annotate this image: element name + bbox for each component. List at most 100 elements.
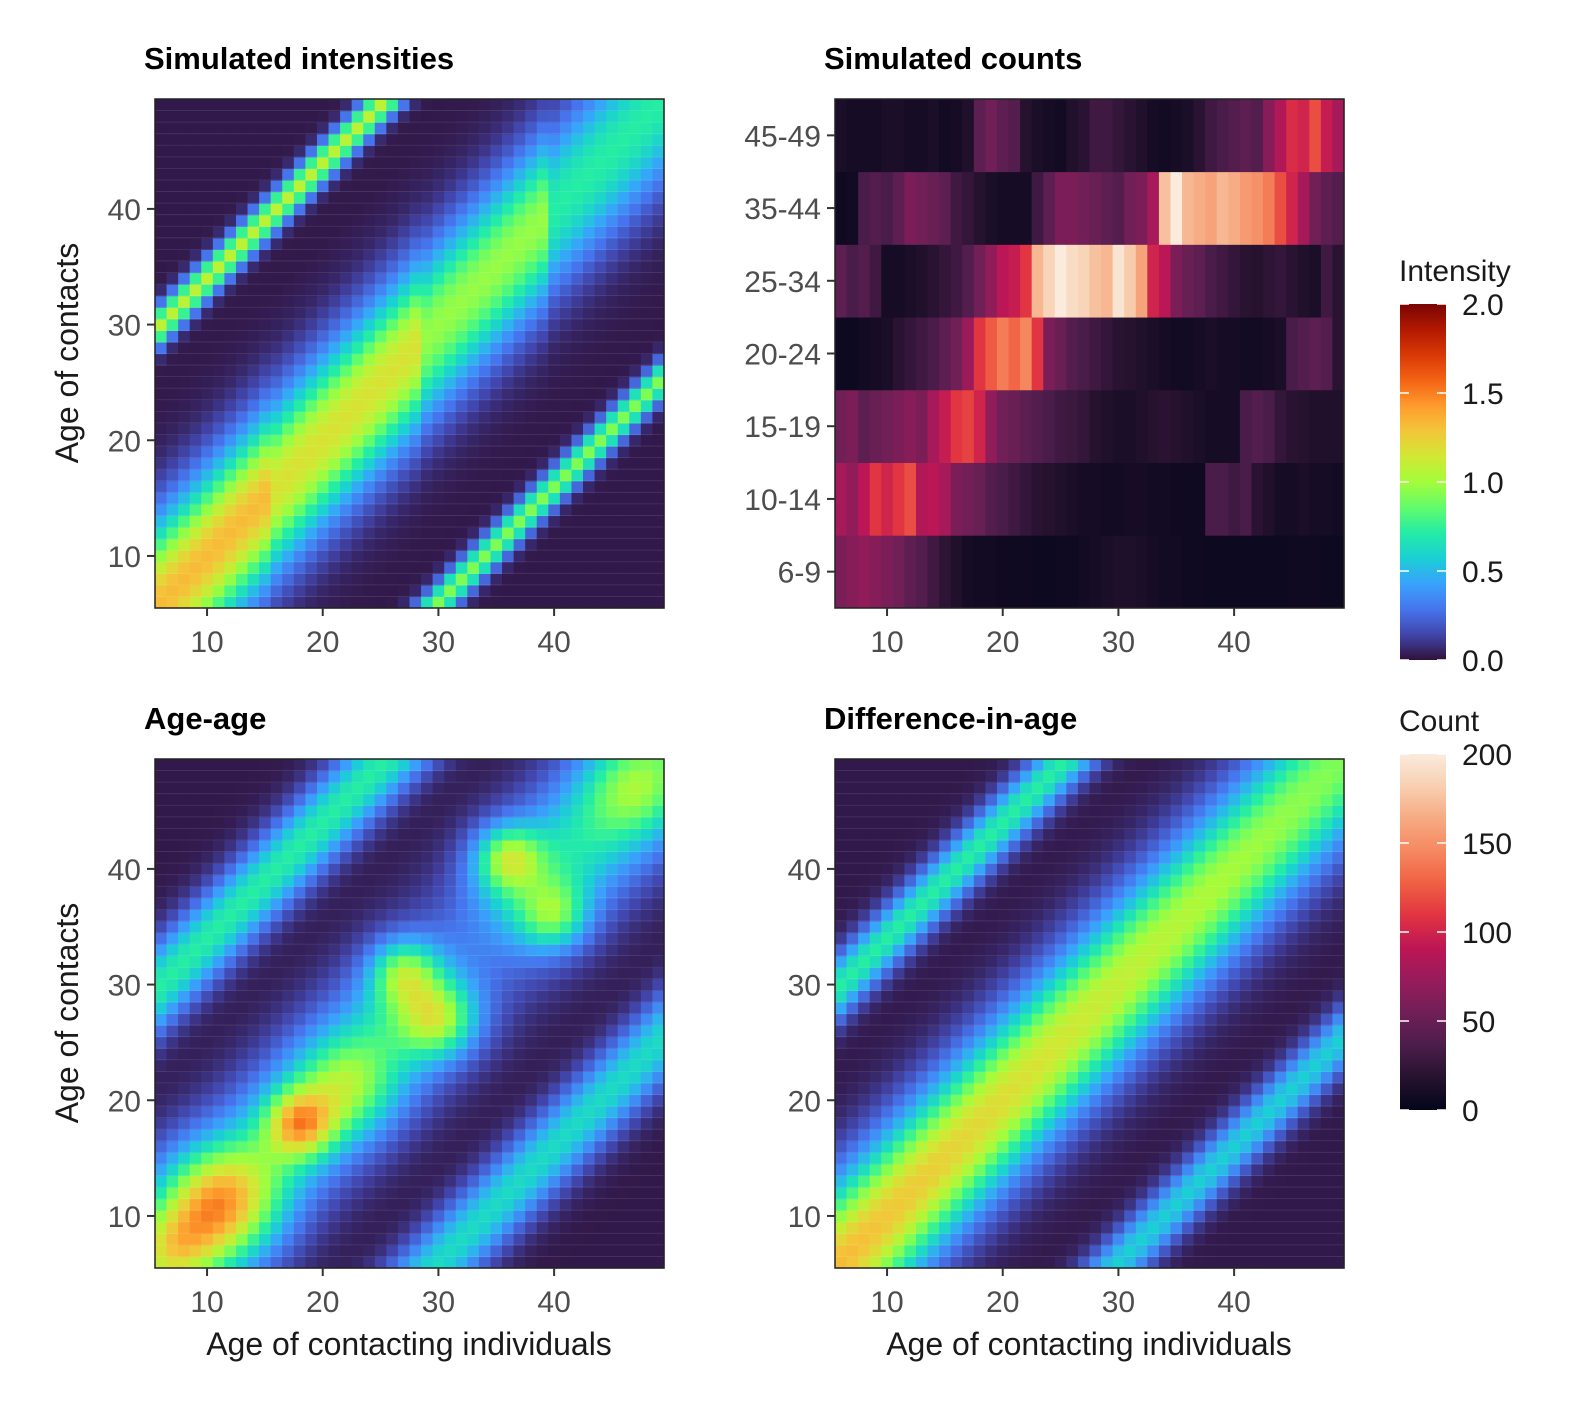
- heatmap-cell: [629, 515, 641, 527]
- heatmap-cell: [951, 1002, 963, 1014]
- heatmap-cell: [317, 596, 329, 608]
- heatmap-cell: [433, 828, 445, 840]
- heatmap-cell: [502, 145, 514, 157]
- heatmap-cell: [881, 1048, 893, 1060]
- heatmap-cell: [571, 388, 583, 400]
- heatmap-cell: [618, 261, 630, 273]
- heatmap-cell: [479, 898, 491, 910]
- heatmap-cell: [259, 481, 271, 493]
- heatmap-cell: [629, 249, 641, 261]
- heatmap-cell: [155, 1014, 167, 1026]
- heatmap-cell: [236, 759, 248, 771]
- heatmap-cell: [490, 423, 502, 435]
- heatmap-cell: [985, 944, 997, 956]
- heatmap-cell: [1170, 172, 1182, 245]
- heatmap-cell: [618, 203, 630, 215]
- heatmap-cell: [398, 492, 410, 504]
- heatmap-cell: [329, 388, 341, 400]
- heatmap-cell: [444, 145, 456, 157]
- heatmap-cell: [329, 805, 341, 817]
- heatmap-cell: [201, 909, 213, 921]
- heatmap-cell: [213, 852, 225, 864]
- heatmap-cell: [641, 134, 653, 146]
- heatmap-cell: [548, 226, 560, 238]
- heatmap-cell: [606, 944, 618, 956]
- heatmap-cell: [974, 1164, 986, 1176]
- heatmap-cell: [1309, 99, 1321, 172]
- heatmap-cell: [525, 469, 537, 481]
- heatmap-cell: [352, 1083, 364, 1095]
- heatmap-cell: [490, 1245, 502, 1257]
- heatmap-cell: [282, 794, 294, 806]
- heatmap-cell: [1043, 390, 1055, 463]
- heatmap-cell: [467, 273, 479, 285]
- heatmap-cell: [178, 215, 190, 227]
- heatmap-cell: [398, 1210, 410, 1222]
- heatmap-cell: [248, 388, 260, 400]
- heatmap-cell: [386, 596, 398, 608]
- heatmap-cell: [248, 145, 260, 157]
- heatmap-cell: [329, 585, 341, 597]
- heatmap-cell: [847, 1002, 859, 1014]
- heatmap-cell: [178, 990, 190, 1002]
- heatmap-cell: [352, 365, 364, 377]
- heatmap-cell: [259, 284, 271, 296]
- heatmap-cell: [974, 944, 986, 956]
- heatmap-cell: [514, 388, 526, 400]
- heatmap-cell: [329, 226, 341, 238]
- heatmap-cell: [916, 759, 928, 771]
- heatmap-cell: [629, 1037, 641, 1049]
- heatmap-cell: [1124, 317, 1136, 390]
- heatmap-cell: [904, 535, 916, 608]
- heatmap-cell: [467, 527, 479, 539]
- heatmap-cell: [1159, 390, 1171, 463]
- heatmap-cell: [236, 1175, 248, 1187]
- heatmap-cell: [329, 1256, 341, 1268]
- heatmap-cell: [410, 168, 422, 180]
- heatmap-cell: [352, 1256, 364, 1268]
- heatmap-cell: [456, 990, 468, 1002]
- heatmap-cell: [606, 990, 618, 1002]
- heatmap-cell: [525, 759, 537, 771]
- heatmap-cell: [881, 771, 893, 783]
- heatmap-cell: [893, 1141, 905, 1153]
- heatmap-cell: [479, 180, 491, 192]
- heatmap-cell: [190, 782, 202, 794]
- heatmap-cell: [305, 168, 317, 180]
- heatmap-cell: [340, 458, 352, 470]
- heatmap-cell: [652, 1210, 664, 1222]
- heatmap-cell: [641, 249, 653, 261]
- heatmap-cell: [259, 759, 271, 771]
- heatmap-cell: [410, 481, 422, 493]
- heatmap-cell: [479, 1094, 491, 1106]
- heatmap-cell: [1286, 99, 1298, 172]
- heatmap-cell: [167, 319, 179, 331]
- heatmap-cell: [271, 805, 283, 817]
- heatmap-cell: [641, 805, 653, 817]
- heatmap-cell: [893, 840, 905, 852]
- heatmap-cell: [606, 134, 618, 146]
- heatmap-cell: [525, 111, 537, 123]
- heatmap-cell: [618, 1164, 630, 1176]
- heatmap-cell: [167, 492, 179, 504]
- heatmap-cell: [410, 354, 422, 366]
- heatmap-cell: [939, 1233, 951, 1245]
- heatmap-cell: [1263, 463, 1275, 536]
- heatmap-cell: [259, 388, 271, 400]
- heatmap-cell: [236, 1106, 248, 1118]
- heatmap-cell: [190, 249, 202, 261]
- heatmap-cell: [893, 1002, 905, 1014]
- heatmap-cell: [835, 317, 847, 390]
- heatmap-cell: [652, 249, 664, 261]
- heatmap-cell: [560, 863, 572, 875]
- heatmap-cell: [537, 1187, 549, 1199]
- heatmap-cell: [606, 342, 618, 354]
- heatmap-cell: [329, 238, 341, 250]
- heatmap-cell: [433, 863, 445, 875]
- heatmap-cell: [870, 863, 882, 875]
- heatmap-cell: [410, 1129, 422, 1141]
- heatmap-cell: [1020, 99, 1032, 172]
- heatmap-cell: [571, 1222, 583, 1234]
- heatmap-cell: [641, 411, 653, 423]
- heatmap-cell: [456, 354, 468, 366]
